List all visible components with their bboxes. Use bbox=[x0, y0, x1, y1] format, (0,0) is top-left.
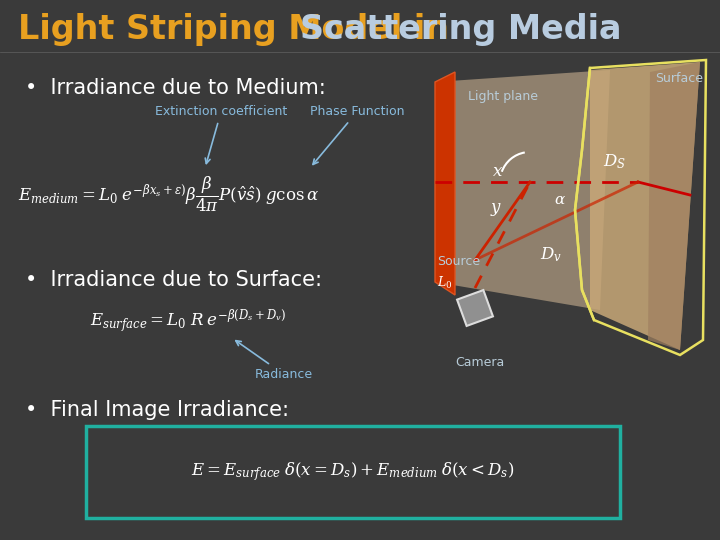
Text: $y$: $y$ bbox=[490, 201, 502, 219]
Text: Extinction coefficient: Extinction coefficient bbox=[155, 105, 287, 164]
Polygon shape bbox=[590, 62, 700, 350]
Text: •  Irradiance due to Surface:: • Irradiance due to Surface: bbox=[25, 270, 322, 290]
Text: Source: Source bbox=[437, 255, 480, 268]
Text: Camera: Camera bbox=[455, 356, 505, 369]
Text: $L_0$: $L_0$ bbox=[437, 275, 453, 291]
Polygon shape bbox=[435, 72, 455, 295]
Text: Scattering Media: Scattering Media bbox=[300, 14, 621, 46]
Text: •  Final Image Irradiance:: • Final Image Irradiance: bbox=[25, 400, 289, 420]
Text: Light plane: Light plane bbox=[468, 90, 538, 103]
Polygon shape bbox=[457, 290, 493, 326]
Text: $\alpha$: $\alpha$ bbox=[554, 193, 566, 207]
Text: Phase Function: Phase Function bbox=[310, 105, 405, 165]
Text: $x$: $x$ bbox=[492, 164, 503, 180]
Text: •  Irradiance due to Medium:: • Irradiance due to Medium: bbox=[25, 78, 325, 98]
FancyBboxPatch shape bbox=[86, 426, 620, 518]
Polygon shape bbox=[648, 62, 700, 350]
Text: $D_v$: $D_v$ bbox=[540, 246, 562, 265]
Text: Surface: Surface bbox=[655, 72, 703, 85]
Text: Radiance: Radiance bbox=[235, 341, 313, 381]
Text: $E = E_{surface}\;\delta(x=D_s) + E_{medium}\;\delta(x<D_s)$: $E = E_{surface}\;\delta(x=D_s) + E_{med… bbox=[192, 461, 515, 483]
Text: Light Striping Model in: Light Striping Model in bbox=[18, 14, 461, 46]
Text: $E_{surface} = L_0\; R\; e^{-\beta(D_s+D_v)}$: $E_{surface} = L_0\; R\; e^{-\beta(D_s+D… bbox=[90, 308, 287, 335]
Text: $E_{medium} = L_0\; e^{-\beta x_s+\varepsilon)}\beta\dfrac{\beta}{4\pi}P(\hat{v}: $E_{medium} = L_0\; e^{-\beta x_s+\varep… bbox=[18, 175, 319, 214]
Polygon shape bbox=[435, 70, 610, 310]
Text: $D_S$: $D_S$ bbox=[603, 153, 626, 171]
